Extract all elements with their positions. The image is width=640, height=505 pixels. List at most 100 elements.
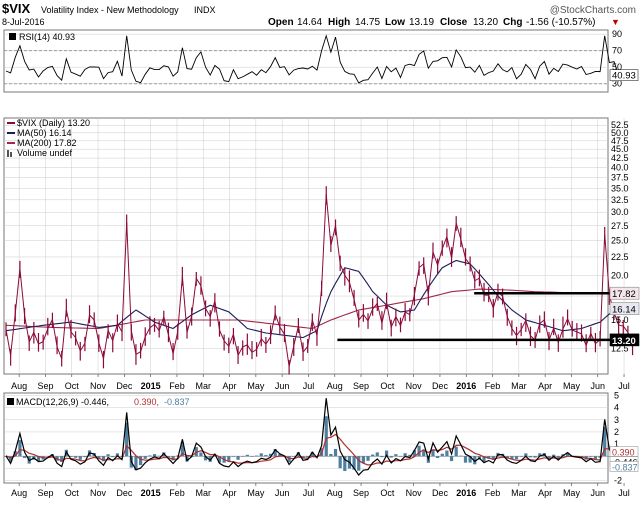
x-tick-label: Nov	[406, 381, 423, 391]
macd-hist-bar	[18, 440, 22, 457]
x-tick-label: Nov	[406, 488, 423, 498]
x-tick-label: Apr	[538, 488, 552, 498]
x-tick-label: Apr	[223, 488, 237, 498]
macd-hist-bar	[250, 456, 254, 457]
symbol: $VIX	[2, 1, 31, 16]
macd-series	[5, 398, 633, 476]
x-tick-label: Feb	[485, 381, 501, 391]
macd-hist-bar	[473, 456, 477, 465]
price-series	[5, 186, 634, 375]
x-tick-label: 2015	[141, 488, 161, 498]
macd-hist-bar	[83, 456, 87, 458]
macd-last-label: 0.390	[612, 448, 635, 458]
macd-hist-bar	[528, 456, 533, 458]
x-tick-label: Nov	[90, 488, 107, 498]
chg-label: Chg	[503, 17, 522, 28]
macd-tick-label: 1	[614, 439, 619, 449]
x-tick-label: Mar	[196, 488, 212, 498]
macd-tick-label: 4	[614, 403, 619, 413]
rsi-grid	[4, 33, 608, 85]
macd-frame	[3, 392, 609, 484]
macd-hist-bar	[199, 452, 203, 457]
macd-hist-bar	[236, 456, 240, 460]
macd-hist-bar	[338, 456, 342, 469]
macd-hist-bar	[403, 453, 407, 457]
chart-date: 8-Jul-2016	[2, 17, 45, 27]
macd-line	[5, 398, 633, 476]
macd-hist-bar	[194, 447, 198, 457]
x-tick-label: Jul	[303, 488, 315, 498]
macd-hist-bar	[449, 456, 454, 462]
price-tick-label: 40.0	[611, 163, 629, 173]
x-tick-label: Mar	[196, 381, 212, 391]
macd-hist-bar	[445, 450, 449, 457]
volume-legend-icon	[10, 152, 12, 157]
volume-legend-icon	[7, 150, 9, 157]
macd-hist-bar	[259, 453, 263, 457]
x-tick-label: Jun	[275, 488, 290, 498]
macd-hist-bar	[287, 456, 291, 463]
price-tick-label: 12.5	[611, 343, 629, 353]
x-tick-label: Mar	[511, 381, 527, 391]
x-tick-label: Sep	[353, 381, 369, 391]
macd-hist-bar	[329, 453, 333, 457]
price-panel: 52.550.047.545.042.540.037.535.0 32.5 30.0…	[3, 117, 640, 375]
macd-hist-bar	[352, 456, 356, 470]
last-value-label: 17.82	[612, 289, 636, 300]
macd-panel: 543210-1-2 MACD(12,26,9) -0.446,0.390,-0…	[3, 390, 639, 486]
macd-legend-swatch	[7, 398, 14, 405]
macd-hist-bar	[278, 454, 282, 457]
x-tick-label: Oct	[65, 488, 80, 498]
price-tick-label: 50.0	[611, 128, 629, 138]
price-axis: 52.550.047.545.042.540.037.535.0 32.5 30.0…	[611, 120, 629, 353]
x-tick-label: Aug	[327, 488, 343, 498]
macd-hist-bar	[143, 456, 147, 459]
price-tick-label: 25.0	[611, 236, 629, 246]
x-tick-label: Sep	[37, 381, 53, 391]
macd-hist-bar	[343, 456, 347, 472]
macd-hist-bar	[412, 450, 417, 457]
open-label: Open	[268, 17, 294, 28]
price-tick-label: 42.5	[611, 153, 629, 163]
rsi-line	[5, 34, 633, 84]
macd-hist-bar	[607, 456, 611, 457]
x-tick-label: Jul	[618, 488, 630, 498]
rsi-tick-label: 70	[612, 46, 622, 56]
price-line	[5, 194, 634, 367]
x-tick-label: Feb	[485, 488, 501, 498]
macd-hist-bar	[245, 454, 249, 457]
last-value-box	[609, 286, 640, 300]
macd-hist-bar	[510, 456, 514, 460]
macd-hist-bar	[408, 454, 412, 457]
ma50-series	[5, 259, 633, 339]
macd-tick-label: 5	[614, 390, 619, 400]
macd-hist-bar	[491, 456, 495, 460]
macd-hist-bar	[454, 446, 458, 457]
last-value-label: 13.20	[612, 336, 636, 347]
macd-hist-bar	[436, 456, 440, 458]
rsi-tick-label: 50	[612, 62, 622, 72]
price-tick-label: 30.0	[611, 207, 629, 217]
macd-tick-label: 2	[614, 427, 619, 437]
rsi-series	[5, 34, 633, 84]
price-last-labels: 17.82 16.14 13.20	[609, 286, 640, 347]
macd-hist-bar	[538, 453, 542, 457]
ma50-line	[5, 259, 633, 339]
macd-hist-bar	[324, 416, 328, 457]
close-label: Close	[440, 17, 468, 28]
macd-hist-bar	[157, 455, 161, 457]
macd-hist-bar	[46, 455, 50, 457]
x-tick-label: Apr	[538, 381, 552, 391]
x-tick-label: Dec	[116, 381, 133, 391]
macd-hist-bar	[366, 456, 370, 461]
rsi-last-box	[609, 69, 639, 81]
macd-hist-bar	[213, 455, 217, 457]
macd-tick-label: 3	[614, 415, 619, 425]
macd-hist-bar	[111, 456, 115, 458]
macd-hist-bar	[171, 456, 175, 461]
x-tick-label: May	[247, 488, 265, 498]
